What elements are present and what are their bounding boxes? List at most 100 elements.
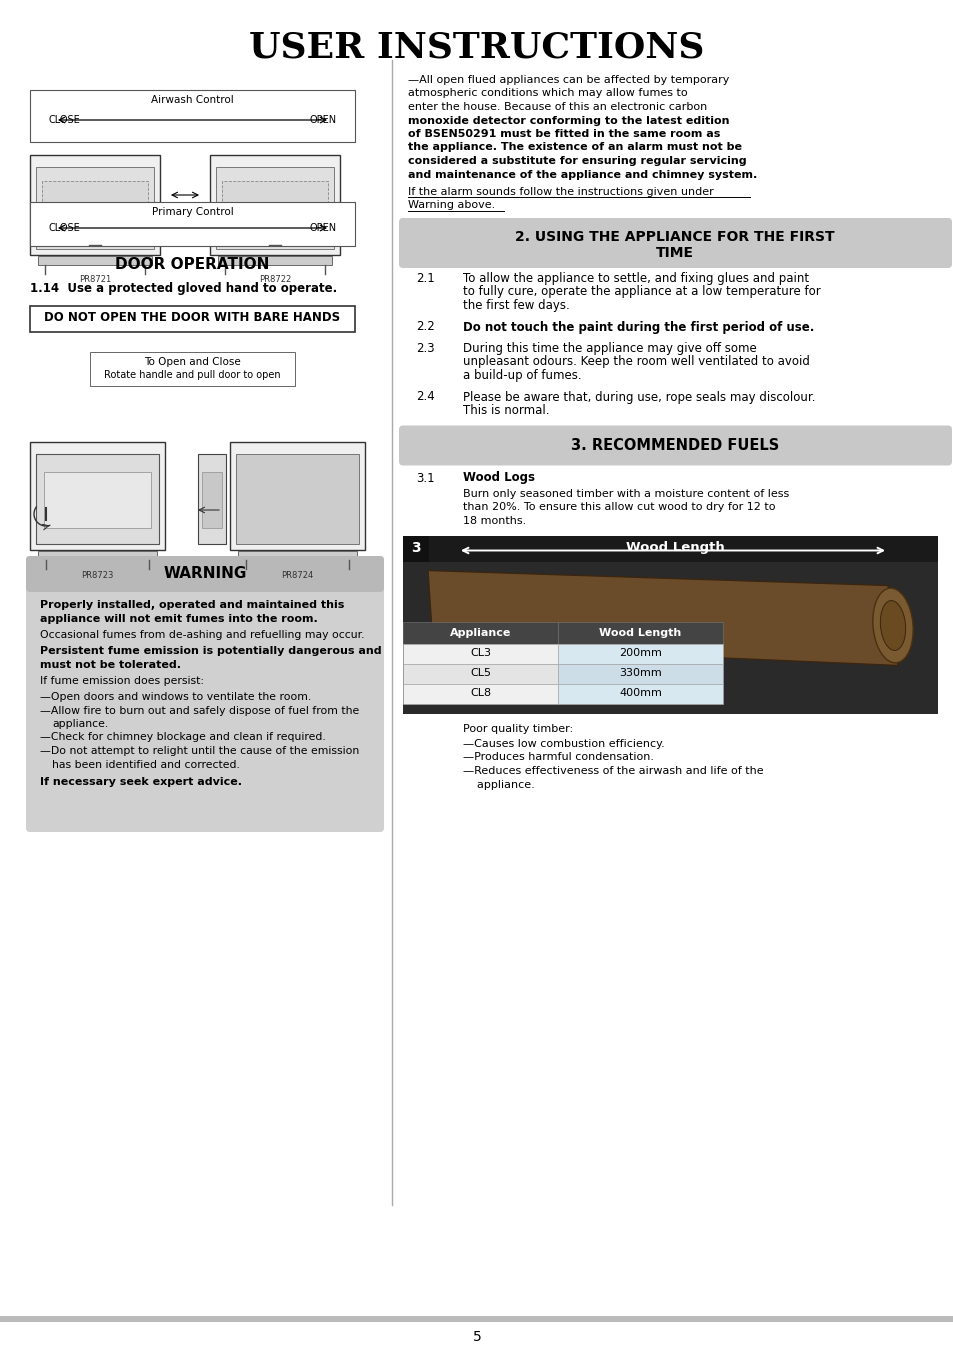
Text: CL3: CL3 <box>470 648 491 657</box>
Text: CL5: CL5 <box>470 667 491 678</box>
Text: Primary Control: Primary Control <box>152 207 233 217</box>
FancyBboxPatch shape <box>30 202 355 246</box>
Text: Persistent fume emission is potentially dangerous and: Persistent fume emission is potentially … <box>40 647 381 656</box>
FancyBboxPatch shape <box>402 536 937 562</box>
Text: has been identified and corrected.: has been identified and corrected. <box>52 760 239 770</box>
Text: 2.2: 2.2 <box>416 320 435 333</box>
FancyBboxPatch shape <box>36 454 159 544</box>
Text: considered a substitute for ensuring regular servicing: considered a substitute for ensuring reg… <box>408 157 746 166</box>
Text: must not be tolerated.: must not be tolerated. <box>40 660 181 670</box>
Text: If fume emission does persist:: If fume emission does persist: <box>40 676 204 687</box>
FancyBboxPatch shape <box>230 441 365 549</box>
FancyBboxPatch shape <box>90 352 294 386</box>
Text: 2.3: 2.3 <box>416 342 435 355</box>
Text: DO NOT OPEN THE DOOR WITH BARE HANDS: DO NOT OPEN THE DOOR WITH BARE HANDS <box>45 310 340 324</box>
Text: 3. RECOMMENDED FUELS: 3. RECOMMENDED FUELS <box>570 437 779 452</box>
Ellipse shape <box>880 601 904 651</box>
Text: TIME: TIME <box>656 246 693 261</box>
Text: CL8: CL8 <box>470 687 491 698</box>
Text: Wood Length: Wood Length <box>598 628 680 637</box>
Text: This is normal.: This is normal. <box>462 404 549 417</box>
Polygon shape <box>428 571 897 666</box>
Text: and maintenance of the appliance and chimney system.: and maintenance of the appliance and chi… <box>408 170 757 180</box>
FancyBboxPatch shape <box>402 536 937 714</box>
Text: OPEN: OPEN <box>310 223 336 234</box>
Text: PR8723: PR8723 <box>81 571 113 580</box>
Text: CLOSE: CLOSE <box>48 223 80 234</box>
Text: 200mm: 200mm <box>618 648 661 657</box>
Text: Wood Length: Wood Length <box>625 540 723 553</box>
Bar <box>222 181 328 239</box>
Bar <box>44 472 151 528</box>
Text: enter the house. Because of this an electronic carbon: enter the house. Because of this an elec… <box>408 103 706 112</box>
Text: unpleasant odours. Keep the room well ventilated to avoid: unpleasant odours. Keep the room well ve… <box>462 355 809 369</box>
Text: PR8724: PR8724 <box>280 571 313 580</box>
Text: —Causes low combustion efficiency.: —Causes low combustion efficiency. <box>462 738 664 749</box>
Text: To Open and Close: To Open and Close <box>144 356 240 367</box>
FancyBboxPatch shape <box>558 621 722 644</box>
FancyBboxPatch shape <box>0 1316 953 1322</box>
Text: 3.1: 3.1 <box>416 471 435 485</box>
FancyBboxPatch shape <box>558 644 722 663</box>
Text: the first few days.: the first few days. <box>462 298 569 312</box>
Text: the appliance. The existence of an alarm must not be: the appliance. The existence of an alarm… <box>408 143 741 153</box>
Text: of BSEN50291 must be fitted in the same room as: of BSEN50291 must be fitted in the same … <box>408 130 720 139</box>
Text: If the alarm sounds follow the instructions given under: If the alarm sounds follow the instructi… <box>408 188 713 197</box>
Text: 18 months.: 18 months. <box>462 516 526 526</box>
Text: To allow the appliance to settle, and fixing glues and paint: To allow the appliance to settle, and fi… <box>462 271 808 285</box>
Text: Poor quality timber:: Poor quality timber: <box>462 724 573 733</box>
Text: Warning above.: Warning above. <box>408 201 495 211</box>
Text: 330mm: 330mm <box>618 667 661 678</box>
FancyBboxPatch shape <box>402 536 429 562</box>
FancyBboxPatch shape <box>215 167 334 248</box>
Text: Airwash Control: Airwash Control <box>151 95 233 105</box>
FancyBboxPatch shape <box>30 441 165 549</box>
Text: DOOR OPERATION: DOOR OPERATION <box>115 256 270 271</box>
Text: CLOSE: CLOSE <box>48 115 80 126</box>
Text: 3: 3 <box>411 540 420 555</box>
Text: 2.4: 2.4 <box>416 390 435 404</box>
FancyBboxPatch shape <box>30 155 160 255</box>
Text: —Do not attempt to relight until the cause of the emission: —Do not attempt to relight until the cau… <box>40 747 359 756</box>
Text: —Reduces effectiveness of the airwash and life of the: —Reduces effectiveness of the airwash an… <box>462 765 762 776</box>
Text: —Open doors and windows to ventilate the room.: —Open doors and windows to ventilate the… <box>40 693 311 702</box>
Text: PR8721: PR8721 <box>79 275 111 284</box>
Text: than 20%. To ensure this allow cut wood to dry for 12 to: than 20%. To ensure this allow cut wood … <box>462 502 775 513</box>
Text: Please be aware that, during use, rope seals may discolour.: Please be aware that, during use, rope s… <box>462 390 815 404</box>
Text: WARNING: WARNING <box>163 566 247 580</box>
Text: Appliance: Appliance <box>450 628 511 637</box>
Ellipse shape <box>872 589 912 663</box>
Text: monoxide detector conforming to the latest edition: monoxide detector conforming to the late… <box>408 116 729 126</box>
Text: During this time the appliance may give off some: During this time the appliance may give … <box>462 342 756 355</box>
FancyBboxPatch shape <box>398 425 951 466</box>
Text: Properly installed, operated and maintained this: Properly installed, operated and maintai… <box>40 599 344 610</box>
Text: appliance.: appliance. <box>462 779 535 790</box>
Text: PR8722: PR8722 <box>258 275 291 284</box>
FancyBboxPatch shape <box>36 167 153 248</box>
Text: OPEN: OPEN <box>310 115 336 126</box>
Text: 1.14  Use a protected gloved hand to operate.: 1.14 Use a protected gloved hand to oper… <box>30 282 337 296</box>
FancyBboxPatch shape <box>237 551 356 560</box>
Text: —Produces harmful condensation.: —Produces harmful condensation. <box>462 752 654 763</box>
Text: to fully cure, operate the appliance at a low temperature for: to fully cure, operate the appliance at … <box>462 285 820 298</box>
FancyBboxPatch shape <box>558 663 722 683</box>
FancyBboxPatch shape <box>38 551 157 560</box>
Text: If necessary seek expert advice.: If necessary seek expert advice. <box>40 778 242 787</box>
FancyBboxPatch shape <box>402 644 558 663</box>
Text: 2.1: 2.1 <box>416 271 435 285</box>
FancyBboxPatch shape <box>218 256 332 265</box>
FancyBboxPatch shape <box>198 454 226 544</box>
FancyBboxPatch shape <box>558 683 722 703</box>
Text: Rotate handle and pull door to open: Rotate handle and pull door to open <box>104 370 280 379</box>
Text: atmospheric conditions which may allow fumes to: atmospheric conditions which may allow f… <box>408 89 687 99</box>
Text: Do not touch the paint during the first period of use.: Do not touch the paint during the first … <box>462 320 814 333</box>
FancyBboxPatch shape <box>30 90 355 142</box>
Text: Wood Logs: Wood Logs <box>462 471 535 485</box>
Text: —Allow fire to burn out and safely dispose of fuel from the: —Allow fire to burn out and safely dispo… <box>40 706 359 716</box>
Bar <box>42 181 148 239</box>
Bar <box>202 472 222 528</box>
Text: —All open flued appliances can be affected by temporary: —All open flued appliances can be affect… <box>408 76 729 85</box>
FancyBboxPatch shape <box>38 256 152 265</box>
Text: appliance will not emit fumes into the room.: appliance will not emit fumes into the r… <box>40 613 317 624</box>
FancyBboxPatch shape <box>402 683 558 703</box>
